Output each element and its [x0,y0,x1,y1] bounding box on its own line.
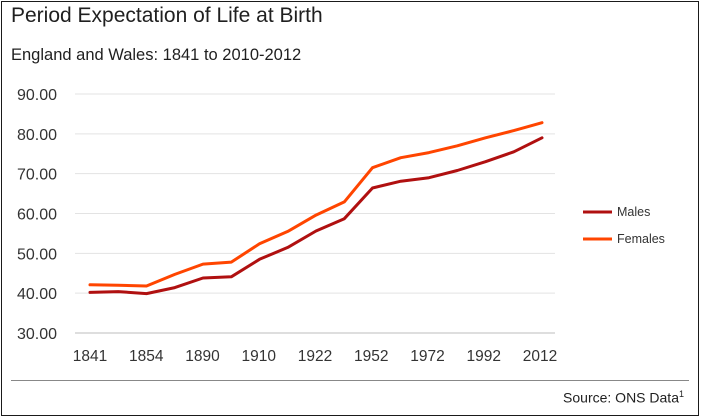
x-tick-label: 1952 [354,348,388,365]
x-axis-ticks: 1841 1854 1890 1910 1922 1952 1972 1992 2012 [73,348,557,365]
legend-label-females: Females [617,232,665,246]
x-tick-label: 2012 [523,348,557,365]
x-tick-label: 1992 [467,348,501,365]
y-tick-label: 60.00 [17,207,57,224]
y-tick-label: 70.00 [17,167,57,184]
legend: Males Females [583,205,665,246]
source-footnote: 1 [678,389,684,399]
y-tick-label: 80.00 [17,127,57,144]
x-tick-label: 1910 [242,348,277,365]
y-axis-ticks: 90.00 80.00 70.00 60.00 50.00 40.00 30.00 [17,87,57,343]
x-tick-label: 1922 [298,348,332,365]
footer-divider [11,380,689,381]
chart-title: Period Expectation of Life at Birth [11,4,323,27]
series-line-males [88,136,544,296]
x-tick-label: 1854 [129,348,164,365]
x-tick-label: 1841 [73,348,107,365]
y-tick-label: 40.00 [17,286,57,303]
series-lines [88,121,544,296]
y-tick-label: 30.00 [17,326,57,343]
source-note: Source: ONS Data1 [563,389,684,406]
source-text: Source: ONS Data [563,389,679,406]
series-line-females [88,121,544,288]
x-tick-label: 1890 [185,348,220,365]
gridlines [75,93,555,334]
y-tick-label: 50.00 [17,246,57,263]
y-tick-label: 90.00 [17,87,57,104]
x-tick-label: 1972 [410,348,444,365]
legend-label-males: Males [617,205,650,219]
chart-subtitle: England and Wales: 1841 to 2010-2012 [11,46,302,64]
